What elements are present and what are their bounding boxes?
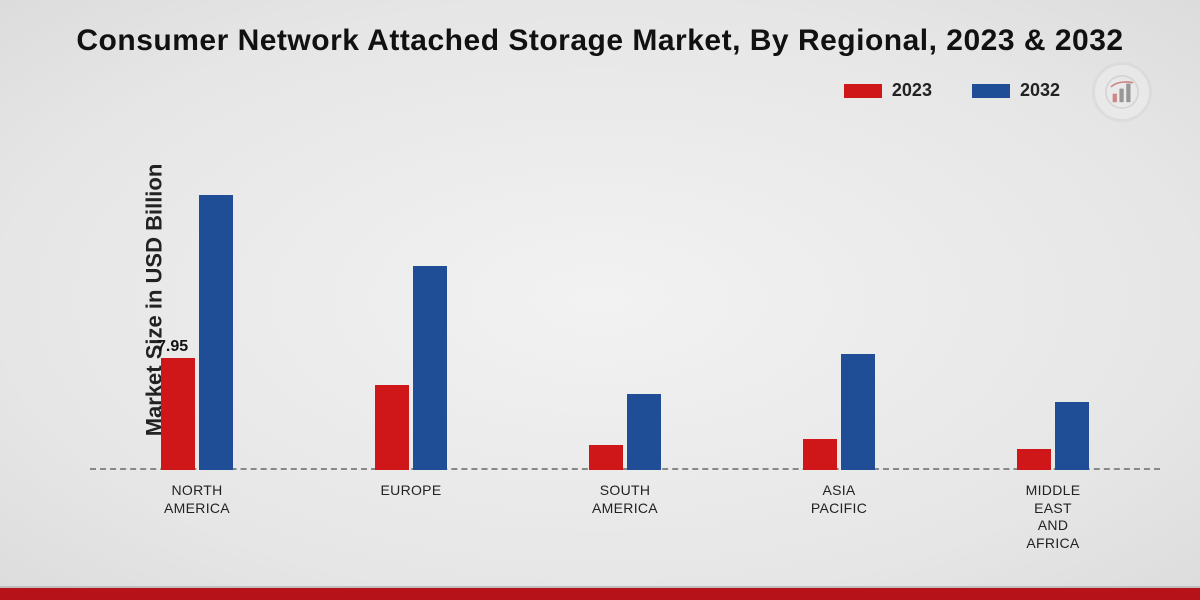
bar-2032	[413, 266, 447, 470]
bar-2032	[199, 195, 233, 470]
x-tick-label: SOUTHAMERICA	[555, 482, 695, 517]
bar-group	[983, 402, 1123, 470]
x-axis-labels: NORTHAMERICA EUROPE SOUTHAMERICA ASIAPACIFI…	[90, 482, 1160, 552]
x-tick-label: ASIAPACIFIC	[769, 482, 909, 517]
legend-item-2023: 2023	[844, 80, 932, 101]
legend-swatch-2032	[972, 84, 1010, 98]
legend-swatch-2023	[844, 84, 882, 98]
plot-area: 7.95	[90, 160, 1160, 470]
legend: 2023 2032	[844, 80, 1060, 101]
watermark-logo	[1092, 62, 1152, 122]
legend-item-2032: 2032	[972, 80, 1060, 101]
x-tick-label: MIDDLEEASTANDAFRICA	[983, 482, 1123, 552]
legend-label-2023: 2023	[892, 80, 932, 101]
legend-label-2032: 2032	[1020, 80, 1060, 101]
chart-title: Consumer Network Attached Storage Market…	[0, 24, 1200, 58]
bar-group	[341, 266, 481, 470]
bar-2023	[803, 439, 837, 470]
bar-2032	[1055, 402, 1089, 470]
bar-group	[555, 394, 695, 470]
x-tick-label: NORTHAMERICA	[127, 482, 267, 517]
footer-bar	[0, 588, 1200, 600]
bar-2023: 7.95	[161, 358, 195, 470]
bar-value-label: 7.95	[157, 338, 188, 358]
bar-group: 7.95	[127, 195, 267, 470]
x-tick-label: EUROPE	[341, 482, 481, 500]
bar-2032	[627, 394, 661, 470]
bar-2032	[841, 354, 875, 470]
bar-2023	[589, 445, 623, 470]
bar-chart-icon	[1105, 75, 1139, 109]
chart-canvas: { "chart": { "type": "bar", "title": "Co…	[0, 0, 1200, 600]
bar-2023	[1017, 449, 1051, 470]
bar-group	[769, 354, 909, 470]
bar-2023	[375, 385, 409, 470]
